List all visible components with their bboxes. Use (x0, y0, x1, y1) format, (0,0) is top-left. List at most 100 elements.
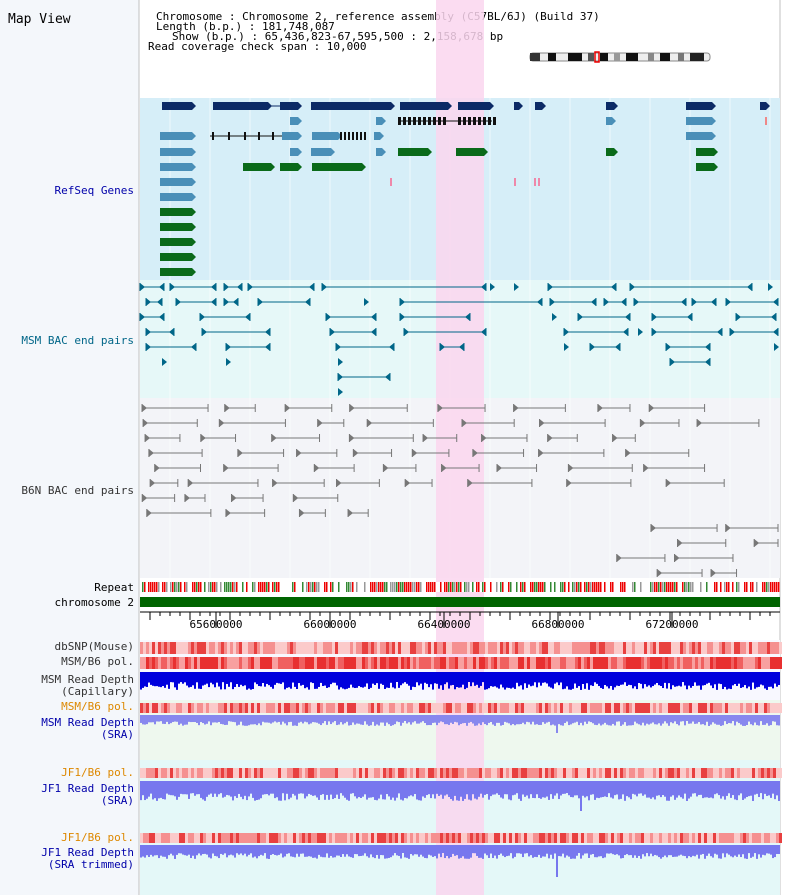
bac-end-arrow (440, 343, 445, 351)
gene-feature[interactable] (456, 148, 484, 156)
depth-bar (342, 845, 344, 855)
msm-b6-pol-2-cell (338, 703, 341, 713)
gene-feature[interactable] (606, 102, 614, 110)
gene-feature[interactable] (311, 102, 391, 110)
gene-feature[interactable] (160, 163, 192, 171)
depth-bar (522, 845, 524, 858)
gene-feature[interactable] (280, 163, 298, 171)
depth-bar (578, 672, 580, 687)
depth-bar (222, 715, 224, 725)
gene-feature[interactable] (160, 238, 192, 246)
highlight-region[interactable] (436, 0, 484, 895)
gene-feature[interactable] (160, 178, 192, 186)
depth-bar (344, 781, 346, 798)
msm-b6-pol-cell (632, 657, 635, 669)
gene-feature[interactable] (458, 102, 490, 110)
msm-b6-pol-2-cell (689, 703, 692, 713)
gene-strand-arrow (192, 102, 196, 110)
gene-feature[interactable] (280, 102, 298, 110)
gene-feature[interactable] (686, 117, 712, 125)
gene-feature[interactable] (606, 117, 612, 125)
gene-feature[interactable] (400, 102, 448, 110)
gene-feature[interactable] (160, 148, 192, 156)
jf1-b6-pol-2-cell (290, 833, 293, 843)
gene-feature[interactable] (290, 148, 298, 156)
dbsnp-cell (428, 642, 431, 654)
gene-feature[interactable] (686, 132, 712, 140)
gene-feature[interactable] (535, 102, 542, 110)
depth-bar (342, 781, 344, 796)
gene-feature[interactable] (696, 148, 714, 156)
gene-feature[interactable] (312, 163, 362, 171)
jf1-b6-pol-2-cell (149, 833, 152, 843)
gene-feature[interactable] (162, 102, 192, 110)
chromosome-bar[interactable] (140, 597, 780, 607)
msm-b6-pol-cell (626, 657, 629, 669)
gene-feature[interactable] (398, 148, 428, 156)
depth-bar (602, 845, 604, 859)
gene-feature[interactable] (376, 117, 382, 125)
depth-bar (602, 715, 604, 725)
bac-end-arrow (537, 298, 542, 306)
msm-b6-pol-2-cell (398, 703, 401, 713)
dbsnp-cell (380, 642, 383, 654)
depth-bar (604, 715, 606, 723)
gene-feature[interactable] (160, 132, 192, 140)
depth-bar (746, 715, 748, 726)
gene-feature[interactable] (376, 148, 382, 156)
gene-feature[interactable] (160, 208, 192, 216)
gene-feature[interactable] (160, 253, 192, 261)
gene-feature[interactable] (160, 268, 192, 276)
gene-feature[interactable] (760, 102, 766, 110)
depth-bar (288, 672, 290, 688)
depth-bar (738, 672, 740, 684)
depth-bar (470, 845, 472, 858)
gene-feature[interactable] (160, 193, 192, 201)
gene-feature[interactable] (312, 132, 338, 140)
gene-feature[interactable] (243, 163, 271, 171)
depth-bar (316, 672, 318, 689)
depth-bar (644, 781, 646, 795)
bac-end-arrow (773, 298, 778, 306)
msm-b6-pol-cell (155, 657, 158, 669)
gene-feature[interactable] (160, 223, 192, 231)
gene-feature[interactable] (374, 132, 380, 140)
gene-feature[interactable] (514, 102, 519, 110)
msm-b6-pol-cell (209, 657, 212, 669)
depth-bar (422, 781, 424, 797)
jf1-b6-pol-cell (437, 768, 440, 778)
depth-bar (736, 672, 738, 686)
depth-bar (388, 845, 390, 858)
gene-feature[interactable] (311, 148, 331, 156)
repeat-element (262, 582, 264, 592)
depth-bar (428, 845, 430, 855)
depth-bar (658, 845, 660, 858)
dbsnp-cell (554, 642, 557, 654)
gene-feature[interactable] (282, 132, 298, 140)
jf1-b6-pol-2-cell (659, 833, 662, 843)
gene-feature[interactable] (606, 148, 614, 156)
depth-bar (262, 781, 264, 795)
ideogram-band (648, 53, 654, 61)
bac-end-arrow (687, 313, 692, 321)
depth-bar (482, 715, 484, 723)
depth-bar (486, 781, 488, 794)
gene-feature[interactable] (696, 163, 714, 171)
depth-bar (276, 672, 278, 683)
gene-feature[interactable] (290, 117, 298, 125)
jf1-b6-pol-cell (557, 768, 560, 778)
repeat-element (186, 582, 188, 592)
bac-end-arrow (513, 404, 519, 412)
repeat-element (212, 582, 214, 592)
depth-bar (284, 845, 286, 857)
gene-feature[interactable] (213, 102, 268, 110)
depth-bar (204, 845, 206, 854)
gene-feature[interactable] (686, 102, 712, 110)
depth-bar (720, 781, 722, 799)
msm-b6-pol-2-cell (446, 703, 449, 713)
bac-end-arrow (140, 283, 145, 291)
depth-bar (474, 715, 476, 726)
depth-bar (686, 672, 688, 690)
msm-b6-pol-cell (356, 657, 359, 669)
